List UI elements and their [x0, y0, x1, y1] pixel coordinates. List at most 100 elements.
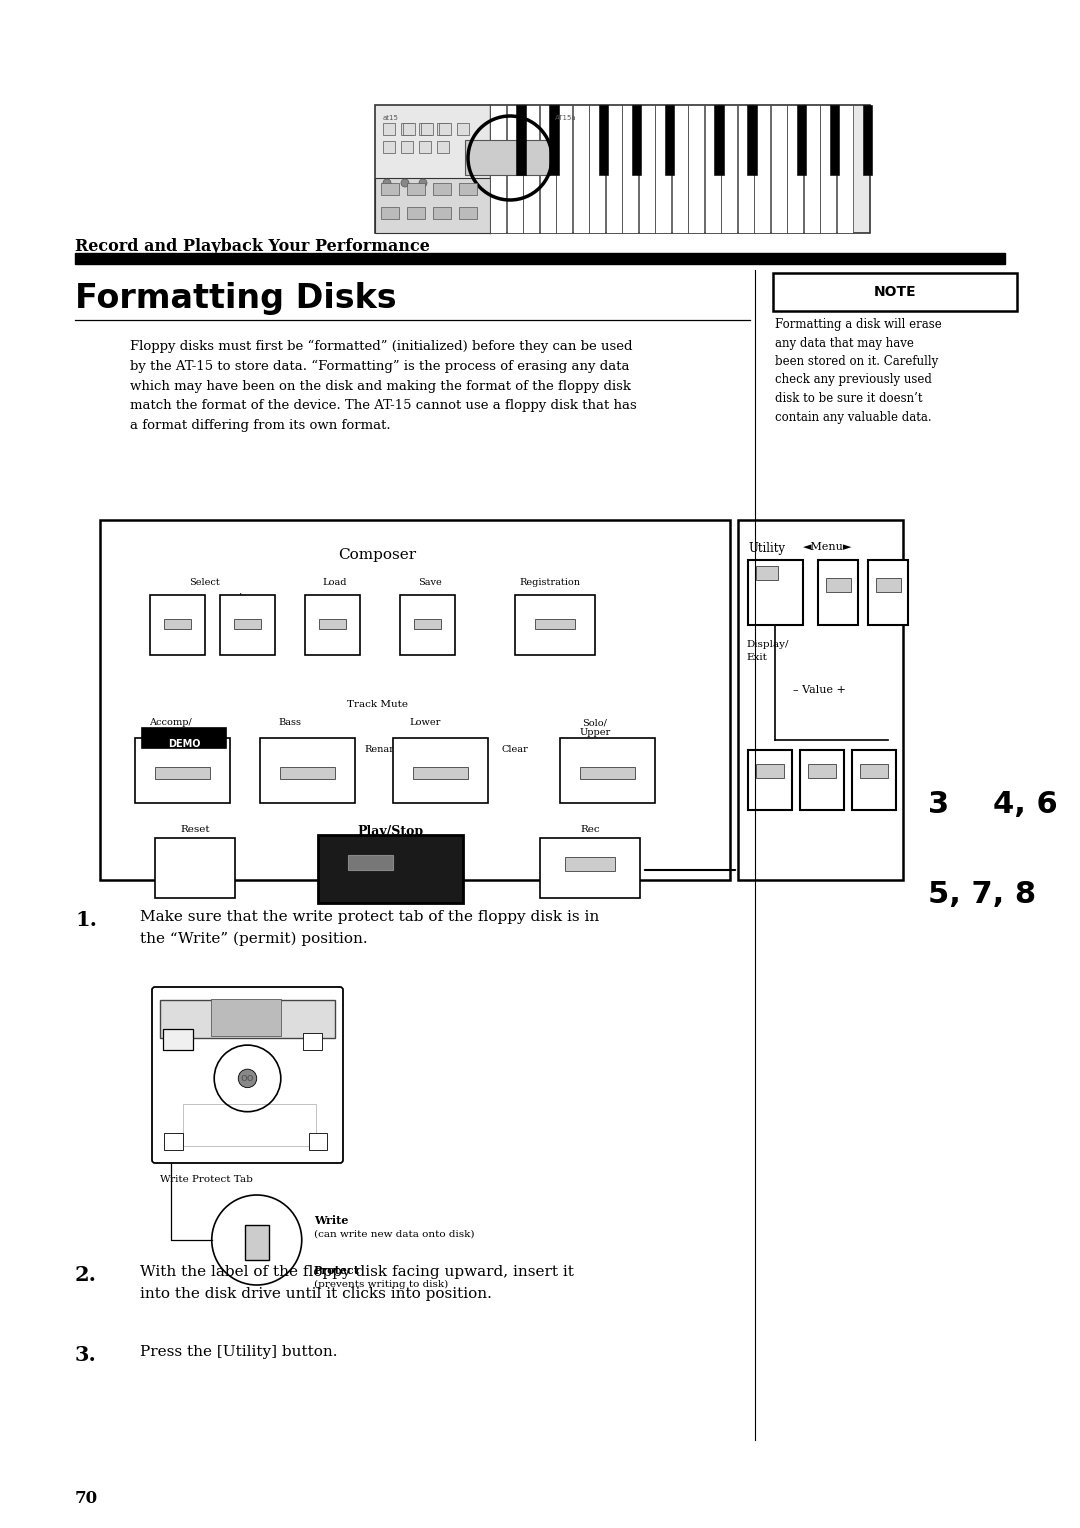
Bar: [747, 105, 757, 176]
Bar: [561, 738, 654, 804]
Bar: [383, 141, 395, 153]
Text: Write: Write: [314, 1215, 348, 1225]
Text: ◄Menu►: ◄Menu►: [804, 542, 852, 552]
Text: Rename: Rename: [365, 746, 405, 753]
Bar: [381, 183, 399, 196]
Bar: [183, 1103, 316, 1146]
Text: Lower: Lower: [409, 718, 441, 727]
Bar: [490, 105, 507, 232]
Bar: [787, 105, 804, 232]
Text: – Value +: – Value +: [793, 685, 846, 695]
Text: 4, 6: 4, 6: [993, 790, 1057, 819]
Bar: [163, 1028, 192, 1050]
Text: Utility: Utility: [748, 542, 785, 555]
Bar: [507, 105, 523, 232]
Text: With the label of the floppy disk facing upward, insert it
into the disk drive u: With the label of the floppy disk facing…: [140, 1265, 573, 1300]
Bar: [868, 559, 908, 625]
Bar: [863, 105, 873, 176]
Text: –: –: [165, 591, 171, 602]
Bar: [820, 105, 836, 232]
Bar: [211, 998, 281, 1036]
Bar: [465, 141, 550, 176]
Bar: [407, 206, 426, 219]
Bar: [457, 122, 469, 134]
Bar: [400, 594, 455, 656]
Bar: [721, 105, 737, 232]
Bar: [580, 767, 635, 779]
Bar: [516, 105, 526, 176]
Text: 5, 7, 8: 5, 7, 8: [928, 880, 1036, 909]
Circle shape: [383, 179, 391, 186]
Text: Track Mute: Track Mute: [347, 700, 408, 709]
Bar: [826, 578, 851, 591]
Bar: [754, 105, 770, 232]
Bar: [860, 764, 888, 778]
Text: (prevents writing to disk): (prevents writing to disk): [314, 1280, 448, 1290]
Bar: [556, 105, 572, 232]
Bar: [135, 738, 230, 804]
Bar: [804, 105, 820, 232]
Text: at15: at15: [383, 115, 399, 121]
Bar: [414, 619, 442, 630]
Bar: [305, 594, 360, 656]
Text: oo: oo: [241, 1073, 254, 1083]
Bar: [260, 738, 355, 804]
Text: Solo/
Upper: Solo/ Upper: [579, 718, 610, 738]
Bar: [150, 594, 205, 656]
Bar: [220, 594, 275, 656]
Bar: [523, 105, 539, 232]
Bar: [438, 122, 451, 134]
Bar: [756, 764, 784, 778]
Text: Play/Stop: Play/Stop: [356, 825, 423, 837]
Bar: [606, 105, 621, 232]
Text: Bass: Bass: [279, 718, 301, 727]
Bar: [459, 183, 477, 196]
Bar: [654, 105, 671, 232]
Bar: [303, 1033, 322, 1050]
Bar: [245, 1225, 269, 1261]
Bar: [75, 254, 1005, 264]
Text: Clear: Clear: [501, 746, 528, 753]
Bar: [375, 105, 870, 232]
Bar: [309, 1132, 327, 1149]
Text: 3: 3: [928, 790, 949, 819]
Text: Formatting Disks: Formatting Disks: [75, 283, 396, 315]
Text: Reset: Reset: [180, 825, 210, 834]
Bar: [419, 122, 431, 134]
Bar: [156, 837, 235, 898]
FancyBboxPatch shape: [773, 274, 1017, 312]
Bar: [160, 1001, 335, 1038]
FancyBboxPatch shape: [152, 987, 343, 1163]
Bar: [829, 105, 839, 176]
Bar: [401, 122, 413, 134]
Bar: [837, 105, 852, 232]
Bar: [638, 105, 654, 232]
Bar: [280, 767, 335, 779]
Bar: [572, 105, 589, 232]
Bar: [433, 206, 451, 219]
Bar: [756, 565, 778, 581]
Text: Write Protect Tab: Write Protect Tab: [160, 1175, 253, 1184]
Bar: [164, 1132, 183, 1149]
Bar: [100, 520, 730, 880]
Text: |◀: |◀: [188, 876, 202, 888]
Text: +: +: [235, 591, 245, 602]
Bar: [549, 105, 558, 176]
Bar: [233, 619, 261, 630]
Text: Composer: Composer: [338, 549, 416, 562]
Bar: [688, 105, 704, 232]
Bar: [714, 105, 724, 176]
Bar: [672, 105, 688, 232]
Text: Registration: Registration: [519, 578, 581, 587]
Bar: [770, 105, 786, 232]
Bar: [632, 105, 642, 176]
Bar: [876, 578, 901, 591]
Text: 70: 70: [75, 1490, 98, 1507]
Text: Rec: Rec: [580, 825, 599, 834]
Text: (can write new data onto disk): (can write new data onto disk): [314, 1230, 474, 1239]
Text: Floppy disks must first be “formatted” (initialized) before they can be used
by : Floppy disks must first be “formatted” (…: [130, 341, 637, 431]
Bar: [318, 834, 463, 903]
Text: ▮▶: ▮▶: [381, 876, 399, 888]
Circle shape: [239, 1070, 257, 1088]
Bar: [459, 206, 477, 219]
